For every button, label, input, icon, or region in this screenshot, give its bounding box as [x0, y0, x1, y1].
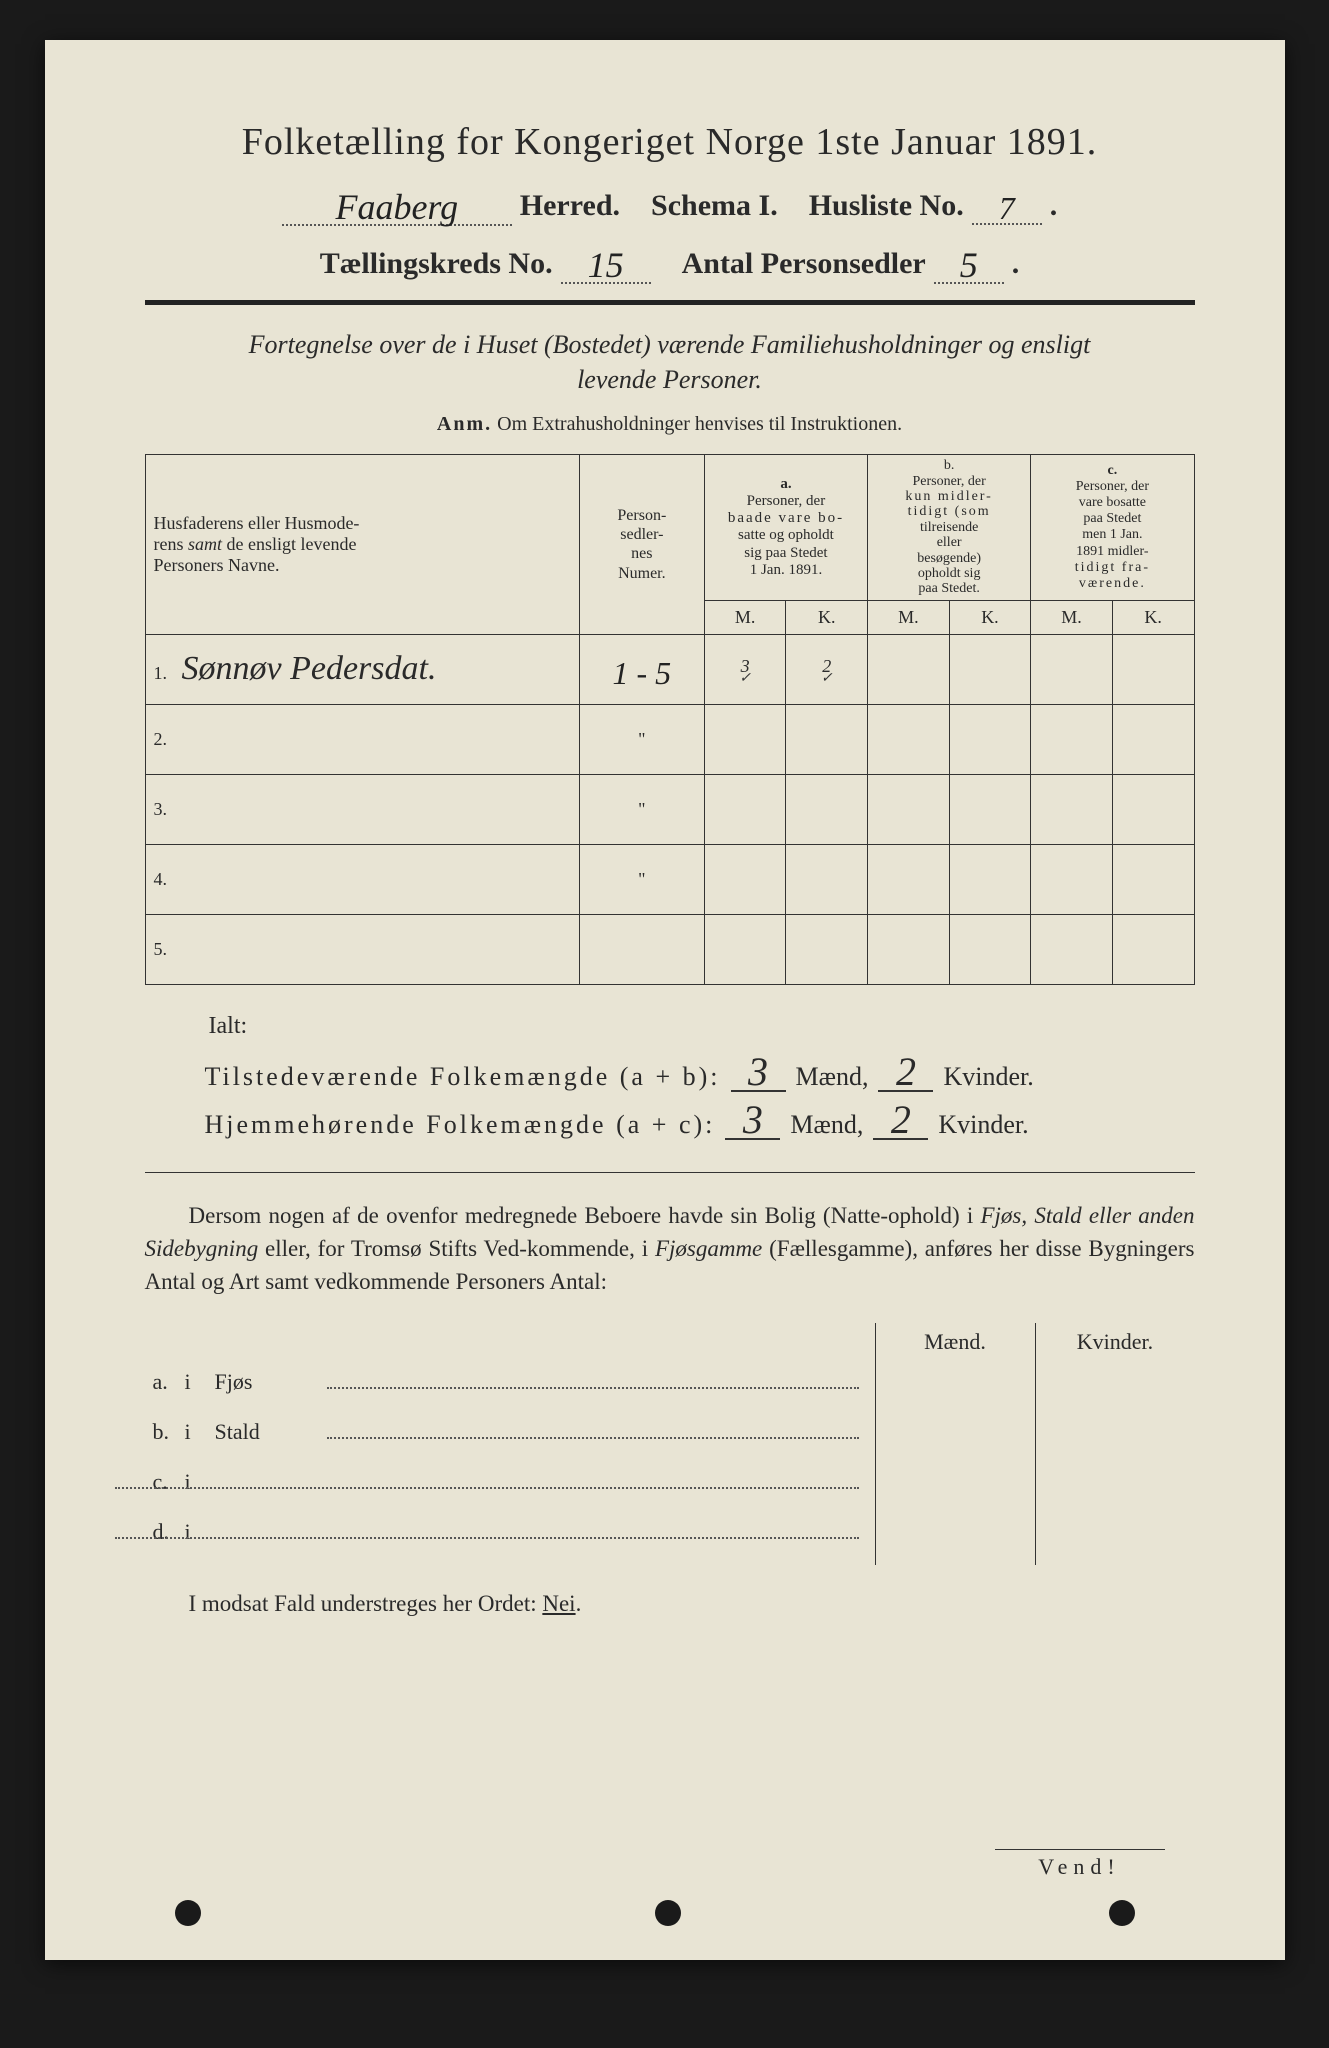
th-b-k: K.: [949, 600, 1031, 634]
divider-thick: [145, 300, 1195, 305]
bottom-th-maend: Mænd.: [876, 1323, 1035, 1365]
row1-aK: 2✓: [786, 634, 868, 704]
instruction-paragraph: Dersom nogen af de ovenfor medregnede Be…: [145, 1199, 1195, 1299]
th-group-a: a. Personer, der baade vare bo- satte og…: [704, 455, 867, 601]
th-group-b: b. Personer, der kun midler- tidigt (som…: [868, 455, 1031, 601]
table-row: 5.: [145, 914, 1194, 984]
th-numer: Person- sedler- nes Numer.: [579, 455, 704, 635]
bottom-row-d: d. i: [145, 1515, 865, 1565]
row1-cK: [1112, 634, 1194, 704]
row1-aM: 3✓: [704, 634, 786, 704]
census-form-page: Folketælling for Kongeriget Norge 1ste J…: [45, 40, 1285, 1960]
bottom-th-kvinder: Kvinder.: [1035, 1323, 1195, 1365]
table-row: 3. ": [145, 774, 1194, 844]
herred-handwritten: Faaberg: [335, 187, 458, 227]
bottom-row-a: a. i Fjøs: [145, 1365, 865, 1415]
anm-note: Anm. Om Extrahusholdninger henvises til …: [145, 413, 1195, 436]
antal-no: 5: [960, 245, 978, 285]
kreds-label: Tællingskreds No.: [320, 247, 553, 281]
ialt-label: Ialt:: [205, 1013, 1195, 1040]
row1-bM: [868, 634, 950, 704]
herred-label: Herred.: [520, 189, 620, 223]
total-line-ab: Tilstedeværende Folkemængde (a + b): 3 M…: [205, 1054, 1195, 1092]
th-names: Husfaderens eller Husmode- rens samt de …: [145, 455, 579, 635]
tot1-k: 2: [878, 1054, 933, 1092]
nei-line: I modsat Fald understreges her Ordet: Ne…: [145, 1591, 1195, 1617]
husliste-no: 7: [999, 190, 1015, 226]
tot2-m: 3: [725, 1102, 780, 1140]
th-c-k: K.: [1112, 600, 1194, 634]
th-group-c: c. Personer, der vare bosatte paa Stedet…: [1031, 455, 1194, 601]
divider-mid: [145, 1172, 1195, 1173]
header-line-3: Tællingskreds No. 15 Antal Personsedler …: [145, 240, 1195, 284]
subtitle: Fortegnelse over de i Huset (Bostedet) v…: [145, 327, 1195, 397]
bottom-row-b: b. i Stald: [145, 1415, 865, 1465]
punch-hole-icon: [655, 1900, 681, 1926]
vend-label: Vend!: [995, 1849, 1165, 1880]
row1-bK: [949, 634, 1031, 704]
antal-label: Antal Personsedler: [682, 247, 926, 281]
kreds-no: 15: [588, 245, 624, 285]
table-row: 4. ": [145, 844, 1194, 914]
table-row: 1. Sønnøv Pedersdat. 1 - 5 3✓ 2✓: [145, 634, 1194, 704]
header-line-2: Faaberg Herred. Schema I. Husliste No. 7…: [145, 182, 1195, 226]
th-c-m: M.: [1031, 600, 1113, 634]
totals-block: Ialt: Tilstedeværende Folkemængde (a + b…: [145, 1013, 1195, 1140]
bottom-header: Mænd. Kvinder.: [876, 1323, 1195, 1365]
th-a-m: M.: [704, 600, 786, 634]
row1-num: 1 - 5: [579, 634, 704, 704]
bottom-grid: a. i Fjøs b. i Stald c. i d. i: [145, 1323, 1195, 1565]
row1-cM: [1031, 634, 1113, 704]
bottom-row-c: c. i: [145, 1465, 865, 1515]
total-line-ac: Hjemmehørende Folkemængde (a + c): 3 Mæn…: [205, 1102, 1195, 1140]
punch-hole-icon: [1109, 1900, 1135, 1926]
schema-label: Schema I.: [651, 189, 778, 223]
row1-name: Sønnøv Pedersdat.: [172, 650, 437, 687]
husliste-label: Husliste No.: [809, 189, 964, 223]
punch-hole-icon: [175, 1900, 201, 1926]
tot2-k: 2: [873, 1102, 928, 1140]
census-table: Husfaderens eller Husmode- rens samt de …: [145, 454, 1195, 985]
th-b-m: M.: [868, 600, 950, 634]
tot1-m: 3: [731, 1054, 786, 1092]
form-title: Folketælling for Kongeriget Norge 1ste J…: [145, 120, 1195, 164]
th-a-k: K.: [786, 600, 868, 634]
table-row: 2. ": [145, 704, 1194, 774]
